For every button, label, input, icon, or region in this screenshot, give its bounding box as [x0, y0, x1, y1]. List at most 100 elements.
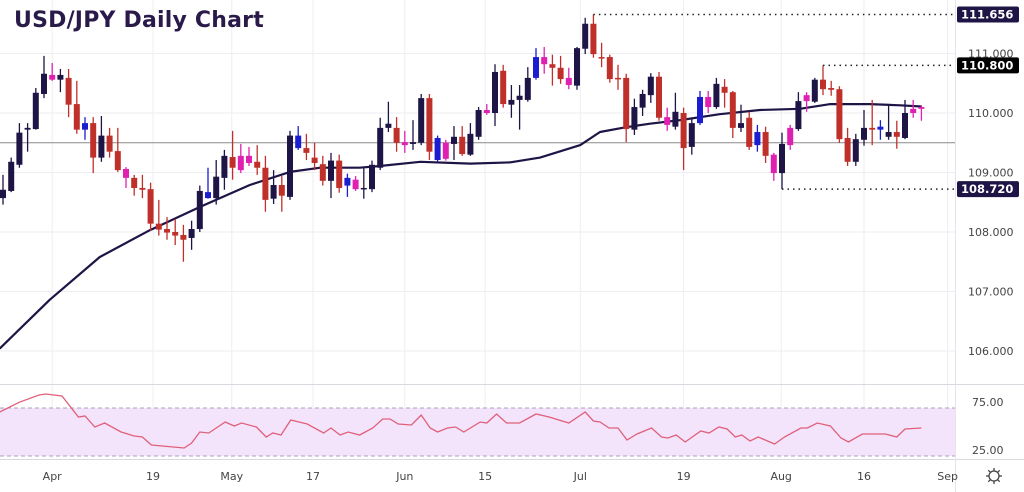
- candle-body: [451, 136, 457, 144]
- candle: [369, 160, 375, 193]
- candle: [237, 143, 244, 174]
- candle: [852, 133, 859, 166]
- candle: [803, 92, 810, 112]
- candle-body: [114, 151, 121, 171]
- price-axis[interactable]: 106.000 107.000 108.000 109.000 110.000 111.0…: [968, 48, 1014, 359]
- candle-body: [787, 127, 794, 146]
- candle-body: [574, 48, 580, 86]
- candle-body: [295, 135, 302, 149]
- candle-body: [377, 127, 384, 168]
- candle-body: [270, 184, 277, 199]
- candle-body: [590, 23, 597, 55]
- candle: [910, 99, 917, 118]
- candle-body: [32, 92, 39, 130]
- time-axis[interactable]: Apr 19 May 17 Jun 15 Jul 19 Aug 16 Sep: [43, 470, 958, 483]
- candle: [680, 107, 687, 171]
- candle-body: [287, 135, 293, 197]
- candle: [172, 218, 179, 246]
- candle: [434, 135, 441, 162]
- candle: [205, 167, 211, 199]
- candle-body: [565, 77, 572, 86]
- candle-body: [139, 187, 146, 190]
- candle: [328, 152, 334, 199]
- candle-body: [418, 98, 425, 143]
- candle: [574, 46, 580, 90]
- candle-body: [328, 160, 334, 181]
- candle-body: [360, 187, 367, 190]
- candle: [533, 48, 539, 80]
- moving-average-line: [0, 102, 922, 350]
- candle-body: [697, 96, 703, 124]
- candle: [319, 155, 326, 186]
- candle: [869, 99, 876, 146]
- candle: [836, 86, 843, 143]
- candle-body: [770, 154, 777, 174]
- candle-body: [861, 127, 867, 140]
- candle-body: [492, 71, 498, 113]
- candle-body: [393, 127, 400, 143]
- candle-body: [24, 127, 31, 130]
- candle-body: [820, 79, 826, 90]
- candle: [73, 80, 80, 134]
- candle: [623, 73, 630, 143]
- candle-body: [434, 137, 441, 161]
- candle: [262, 155, 269, 212]
- candle-body: [213, 176, 220, 199]
- candle: [713, 77, 720, 109]
- candle: [738, 104, 744, 133]
- candle-body: [352, 179, 359, 190]
- candle-body: [541, 57, 548, 65]
- candle-body: [680, 113, 687, 149]
- candle: [8, 157, 15, 193]
- candle: [164, 217, 170, 240]
- candle-body: [385, 123, 392, 128]
- candle: [516, 85, 523, 130]
- candle-body: [336, 160, 343, 188]
- candle-body: [762, 132, 769, 156]
- candle: [524, 67, 531, 102]
- candle: [541, 46, 548, 74]
- price-tick-label: 106.000: [968, 345, 1014, 358]
- candle: [442, 139, 449, 161]
- candle-body: [713, 83, 720, 108]
- candle-body: [582, 23, 589, 49]
- level-tag: [957, 181, 1019, 198]
- candle-body: [155, 223, 162, 230]
- candle: [705, 90, 712, 113]
- date-tick-label: 19: [677, 470, 691, 483]
- moving-average: [0, 102, 922, 350]
- gear-icon[interactable]: [986, 468, 1002, 484]
- candle: [606, 54, 613, 83]
- candle-body: [106, 135, 113, 152]
- candle-body: [902, 113, 908, 138]
- candle-body: [344, 177, 351, 186]
- candle: [844, 127, 851, 166]
- candle: [762, 126, 769, 163]
- candle-body: [729, 92, 736, 128]
- candle: [885, 104, 892, 140]
- price-tick-label: 107.000: [968, 286, 1014, 299]
- candle: [57, 68, 64, 93]
- candle: [0, 174, 6, 205]
- candle: [582, 17, 589, 55]
- candle: [820, 65, 826, 96]
- candle-body: [180, 234, 187, 240]
- date-tick-label: Aug: [770, 470, 791, 483]
- candle-body: [475, 110, 482, 137]
- candle: [565, 67, 572, 90]
- candle-body: [442, 142, 449, 159]
- candle: [344, 173, 351, 197]
- candle: [360, 167, 367, 199]
- candle-body: [500, 70, 507, 105]
- level-tag-label: 110.800: [961, 58, 1013, 72]
- candle-body: [738, 123, 744, 128]
- candle-body: [65, 77, 72, 105]
- candle: [647, 73, 654, 103]
- candle: [270, 170, 277, 205]
- candle: [336, 154, 343, 193]
- candle-body: [229, 157, 236, 168]
- candle: [426, 93, 433, 161]
- candle-body: [237, 155, 244, 171]
- candle: [188, 220, 195, 250]
